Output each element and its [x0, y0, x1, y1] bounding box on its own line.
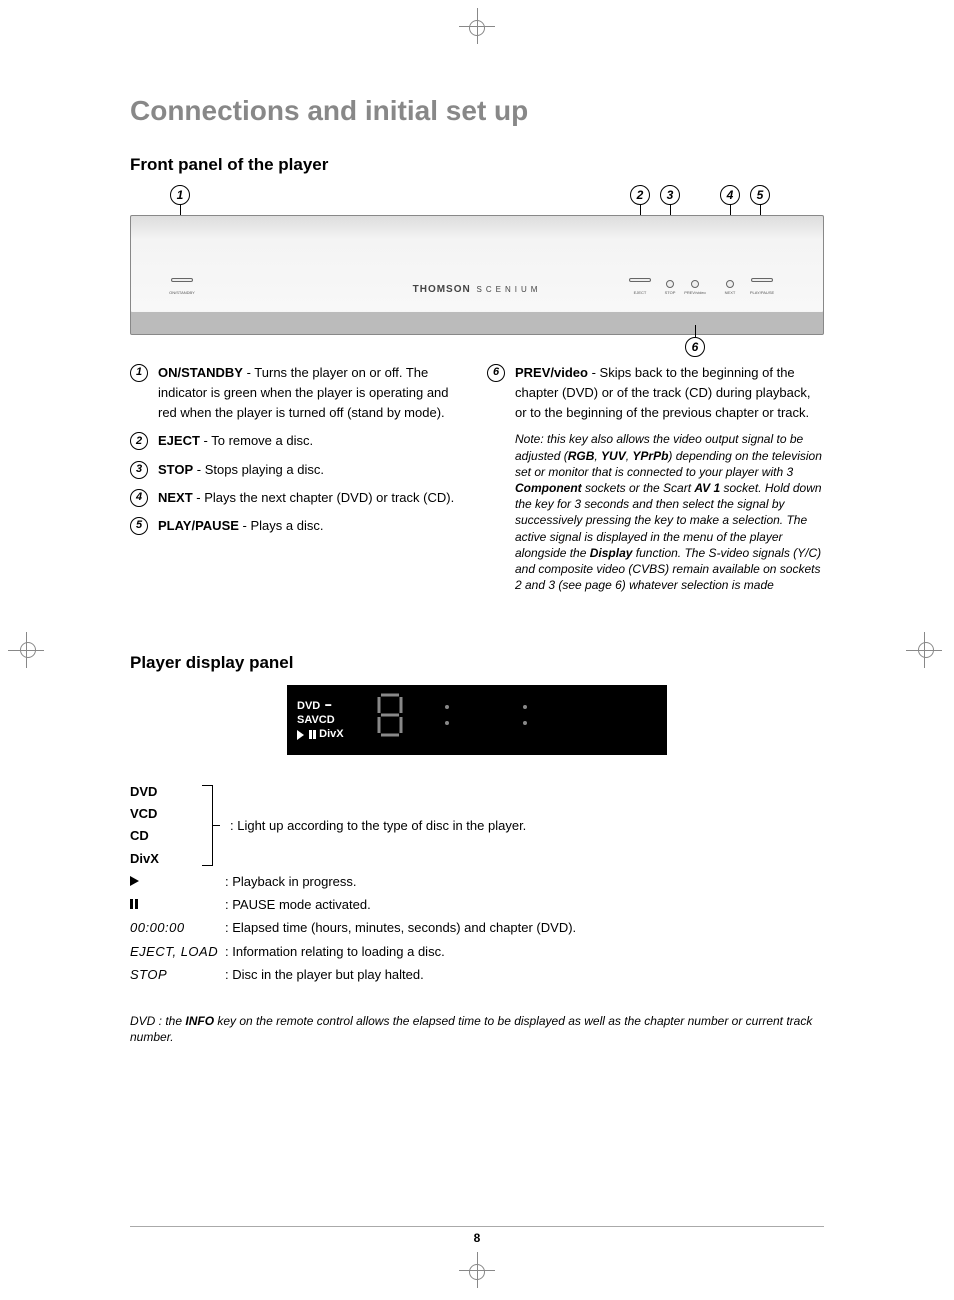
- front-panel-diagram: 1 2 3 4 5 ON/STANDBY THOMSON SCENIUM EJE…: [130, 185, 824, 345]
- item-number: 3: [130, 461, 148, 479]
- item-label: EJECT: [158, 433, 200, 448]
- disc-type-divx: DivX: [130, 848, 198, 870]
- callout-5: 5: [750, 185, 770, 205]
- section2-title: Player display panel: [130, 653, 824, 673]
- legend-row: STOP: Disc in the player but play halted…: [130, 963, 824, 986]
- play-icon: [297, 730, 304, 740]
- next-button-graphic: [726, 280, 734, 288]
- disc-type-cd: CD: [130, 825, 198, 847]
- legend-symbol: EJECT, LOAD: [130, 940, 225, 963]
- item-number: 6: [487, 364, 505, 382]
- display-panel-graphic: DVD ▬ SAVCD DivX: [287, 685, 667, 755]
- item-label: ON/STANDBY: [158, 365, 243, 380]
- legend-row: EJECT, LOAD: Information relating to loa…: [130, 940, 824, 963]
- item-text: - Stops playing a disc.: [193, 462, 324, 477]
- pause-icon: [130, 899, 133, 909]
- item-label: STOP: [158, 462, 193, 477]
- disc-type-group: DVDVCDCDDivX : Light up according to the…: [130, 781, 824, 869]
- prev-video-note: Note: this key also allows the video out…: [487, 431, 824, 593]
- callout-2: 2: [630, 185, 650, 205]
- dvd-info-footnote: DVD : the INFO key on the remote control…: [130, 1013, 824, 1047]
- desc-item-5: 5 PLAY/PAUSE - Plays a disc.: [130, 516, 467, 536]
- callout-3: 3: [660, 185, 680, 205]
- prev-button-graphic: [691, 280, 699, 288]
- on-standby-button-graphic: [171, 278, 193, 282]
- item-number: 5: [130, 517, 148, 535]
- legend-row: : Playback in progress.: [130, 870, 824, 893]
- desc-col-left: 1ON/STANDBY - Turns the player on or off…: [130, 363, 467, 593]
- display-panel-legend: DVDVCDCDDivX : Light up according to the…: [130, 781, 824, 986]
- disc-type-dvd: DVD: [130, 781, 198, 803]
- desc-item-4: 4 NEXT - Plays the next chapter (DVD) or …: [130, 488, 467, 508]
- legend-symbol: 00:00:00: [130, 916, 225, 939]
- legend-symbol: [130, 870, 225, 893]
- page-number: 8: [130, 1226, 824, 1245]
- legend-row: : PAUSE mode activated.: [130, 893, 824, 916]
- item-label: NEXT: [158, 490, 193, 505]
- desc-item-2: 2 EJECT - To remove a disc.: [130, 431, 467, 451]
- desc-col-right: 6PREV/video - Skips back to the beginnin…: [487, 363, 824, 593]
- item-number: 2: [130, 432, 148, 450]
- front-panel-descriptions: 1ON/STANDBY - Turns the player on or off…: [130, 363, 824, 593]
- display-panel-section: Player display panel DVD ▬ SAVCD DivX: [130, 653, 824, 1046]
- legend-desc: : Disc in the player but play halted.: [225, 963, 824, 986]
- legend-desc: : Elapsed time (hours, minutes, seconds)…: [225, 916, 824, 939]
- play-pause-button-graphic: [751, 278, 773, 282]
- item-label: PREV/video: [515, 365, 588, 380]
- player-front-panel: ON/STANDBY THOMSON SCENIUM EJECT STOP PR…: [130, 215, 824, 335]
- disc-type-vcd: VCD: [130, 803, 198, 825]
- legend-desc: : Information relating to loading a disc…: [225, 940, 824, 963]
- item-text: - To remove a disc.: [200, 433, 313, 448]
- dp-divx: DivX: [319, 728, 343, 740]
- desc-item-6: 6PREV/video - Skips back to the beginnin…: [487, 363, 824, 423]
- legend-row: 00:00:00: Elapsed time (hours, minutes, …: [130, 916, 824, 939]
- legend-symbol: STOP: [130, 963, 225, 986]
- item-label: PLAY/PAUSE: [158, 518, 239, 533]
- dash-icon: ▬: [325, 702, 331, 710]
- desc-item-3: 3 STOP - Stops playing a disc.: [130, 460, 467, 480]
- callout-6: 6: [685, 337, 705, 357]
- eject-button-graphic: [629, 278, 651, 282]
- disc-type-desc: : Light up according to the type of disc…: [218, 781, 824, 869]
- brand-logo: THOMSON SCENIUM: [413, 284, 542, 295]
- stop-button-graphic: [666, 280, 674, 288]
- legend-symbol: [130, 893, 225, 916]
- main-title: Connections and initial set up: [130, 95, 824, 127]
- legend-desc: : Playback in progress.: [225, 870, 824, 893]
- section1-title: Front panel of the player: [130, 155, 824, 175]
- item-text: - Plays a disc.: [239, 518, 324, 533]
- item-number: 1: [130, 364, 148, 382]
- dp-savcd: SAVCD: [297, 713, 335, 727]
- pause-icon: [309, 730, 312, 739]
- legend-desc: : PAUSE mode activated.: [225, 893, 824, 916]
- item-number: 4: [130, 489, 148, 507]
- play-icon: [130, 876, 139, 886]
- dp-dvd: DVD: [297, 699, 320, 713]
- desc-item-1: 1ON/STANDBY - Turns the player on or off…: [130, 363, 467, 423]
- page: Connections and initial set up Front pan…: [0, 0, 954, 1106]
- callout-1: 1: [170, 185, 190, 205]
- callout-4: 4: [720, 185, 740, 205]
- bracket-icon: [198, 781, 218, 869]
- seven-segment-display: [377, 691, 657, 749]
- item-text: - Plays the next chapter (DVD) or track …: [193, 490, 455, 505]
